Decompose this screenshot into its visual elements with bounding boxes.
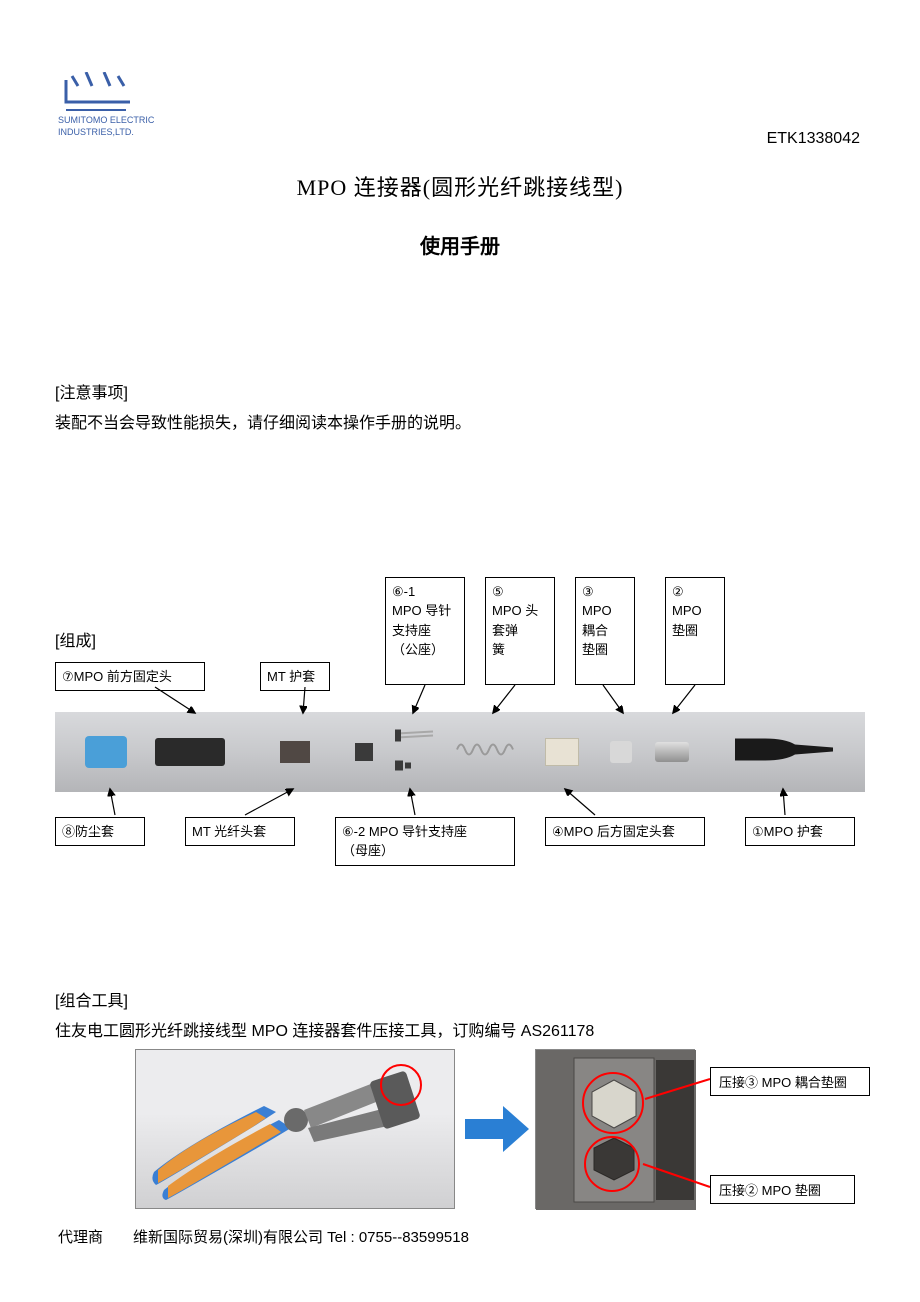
label-3-l3: 耦合 <box>582 621 628 641</box>
label-6-2-l2: （母座） <box>342 841 508 861</box>
components-heading: [组成] <box>55 627 96 651</box>
tool-photo-pliers <box>135 1049 455 1209</box>
leader-lines <box>535 1049 735 1209</box>
page-title-2: 使用手册 <box>55 230 865 259</box>
label-4: ④MPO 后方固定头套 <box>545 817 705 847</box>
precaution-heading: [注意事项] <box>55 379 865 403</box>
label-1: ①MPO 护套 <box>745 817 855 847</box>
label-6-1: ⑥-1 MPO 导针 支持座 （公座） <box>385 577 465 685</box>
label-6-1-l1: ⑥-1 <box>392 582 458 602</box>
label-5-l4: 簧 <box>492 640 548 660</box>
label-5-l2: MPO 头 <box>492 601 548 621</box>
tools-figure: 压接③ MPO 耦合垫圈 压接② MPO 垫圈 <box>135 1049 875 1229</box>
company-logo: SUMITOMO ELECTRIC INDUSTRIES,LTD. <box>58 72 178 138</box>
footer-text: 代理商 维新国际贸易(深圳)有限公司 Tel : 0755--83599518 <box>58 1226 469 1247</box>
label-6-1-l3: 支持座 <box>392 621 458 641</box>
label-6-1-l2: MPO 导针 <box>392 601 458 621</box>
label-2-l3: 垫圈 <box>672 621 718 641</box>
label-5-l1: ⑤ <box>492 582 548 602</box>
tools-text: 住友电工圆形光纤跳接线型 MPO 连接器套件压接工具，订购编号 AS261178 <box>55 1017 865 1041</box>
tools-heading: [组合工具] <box>55 987 865 1011</box>
label-8: ⑧防尘套 <box>55 817 145 847</box>
label-3-l2: MPO <box>582 601 628 621</box>
label-6-1-l4: （公座） <box>392 640 458 660</box>
label-2-l2: MPO <box>672 601 718 621</box>
arrow-icon <box>465 1104 530 1154</box>
red-circle-icon <box>380 1064 422 1106</box>
precaution-text: 装配不当会导致性能损失，请仔细阅读本操作手册的说明。 <box>55 411 865 437</box>
label-2: ② MPO 垫圈 <box>665 577 725 685</box>
label-5: ⑤ MPO 头 套弹 簧 <box>485 577 555 685</box>
label-3-l4: 垫圈 <box>582 640 628 660</box>
logo-text-2: INDUSTRIES,LTD. <box>58 128 178 138</box>
label-2-l1: ② <box>672 582 718 602</box>
document-id: ETK1338042 <box>767 130 860 148</box>
label-3-l1: ③ <box>582 582 628 602</box>
logo-text-1: SUMITOMO ELECTRIC <box>58 116 178 126</box>
label-mt2: MT 光纤头套 <box>185 817 295 847</box>
label-6-2-l1: ⑥-2 MPO 导针支持座 <box>342 822 508 842</box>
callout-2: 压接② MPO 垫圈 <box>710 1175 855 1204</box>
callout-1: 压接③ MPO 耦合垫圈 <box>710 1067 870 1096</box>
label-6-2: ⑥-2 MPO 导针支持座 （母座） <box>335 817 515 866</box>
components-photo <box>55 712 865 792</box>
label-3: ③ MPO 耦合 垫圈 <box>575 577 635 685</box>
components-diagram: [组成] ⑦MPO 前方固定头 MT 护套 ⑥-1 MPO 导针 支持座 （公座… <box>55 577 865 897</box>
page-title-1: MPO 连接器(圆形光纤跳接线型) <box>55 170 865 202</box>
label-5-l3: 套弹 <box>492 621 548 641</box>
